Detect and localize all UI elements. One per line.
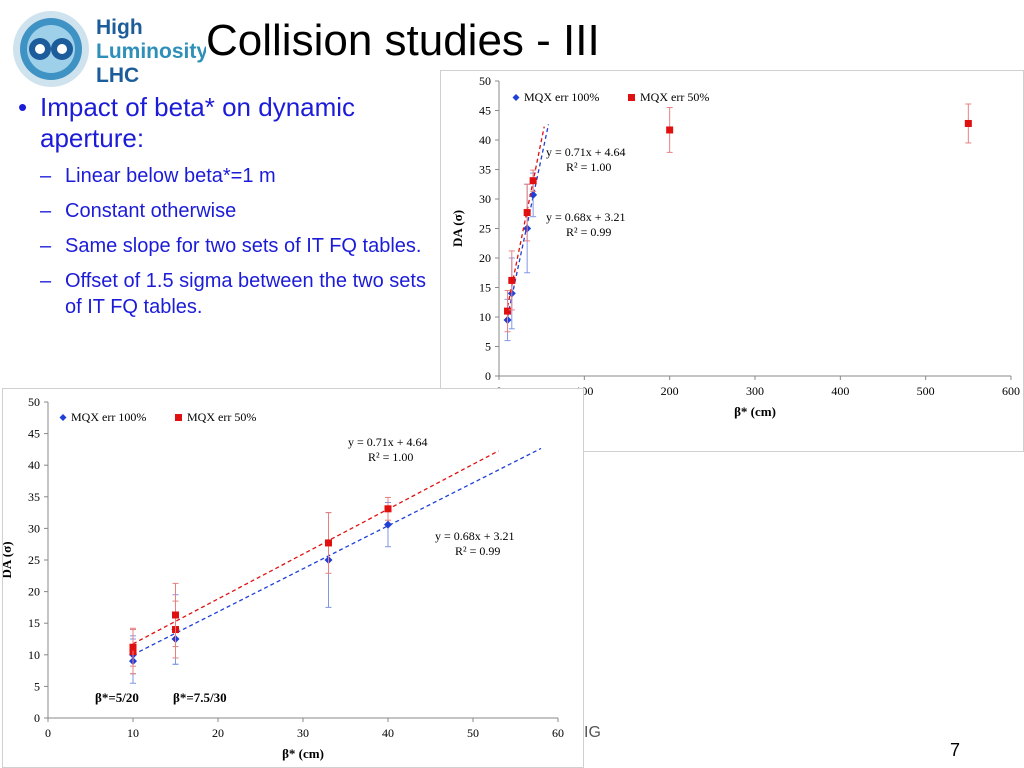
- y-tick-label: 5: [485, 340, 491, 354]
- y-tick-label: 10: [28, 648, 40, 662]
- y-tick-label: 35: [479, 163, 491, 177]
- data-point-square: [508, 276, 516, 284]
- y-tick-label: 45: [28, 427, 40, 441]
- subbullet-dash: –: [40, 165, 52, 187]
- data-point-square: [529, 177, 537, 185]
- bullet-dot: •: [18, 92, 28, 122]
- data-point-square: [129, 643, 137, 651]
- y-tick-label: 30: [28, 521, 40, 535]
- y-tick-label: 50: [479, 74, 491, 88]
- subbullet-text: Linear below beta*=1 m: [65, 165, 276, 187]
- x-tick-label: 60: [552, 726, 564, 740]
- subbullet-item: – Offset of 1.5 sigma between the two se…: [40, 268, 438, 320]
- x-tick-label: 10: [127, 726, 139, 740]
- y-tick-label: 0: [34, 711, 40, 725]
- subbullet-dash: –: [40, 200, 52, 222]
- bullet-list: • Impact of beta* on dynamic aperture: –…: [18, 92, 438, 320]
- annotation: β*=5/20: [95, 690, 139, 705]
- data-point-square: [325, 539, 332, 547]
- x-tick-label: 500: [917, 384, 935, 398]
- legend-marker-square: [175, 414, 182, 421]
- subbullet-dash: –: [40, 235, 52, 257]
- y-tick-label: 40: [479, 133, 491, 147]
- x-tick-label: 600: [1002, 384, 1020, 398]
- data-point-square: [172, 611, 179, 619]
- y-axis-title: DA (σ): [450, 210, 465, 247]
- subbullet-dash: –: [40, 270, 52, 292]
- legend-label: MQX err 100%: [71, 410, 146, 424]
- slide-title: Collision studies - III: [206, 16, 600, 65]
- legend-marker-diamond: [512, 94, 520, 101]
- footer-fragment: IG: [584, 724, 601, 741]
- subbullet-item: – Linear below beta*=1 m: [40, 163, 438, 189]
- data-point-diamond: [384, 520, 392, 529]
- trendline-blue: [506, 124, 550, 318]
- subbullet-text: Offset of 1.5 sigma between the two sets…: [65, 270, 426, 318]
- legend-marker-diamond: [59, 414, 67, 421]
- slide-number: 7: [950, 740, 961, 760]
- fit-equation: y = 0.71x + 4.64: [546, 145, 626, 159]
- fit-equation: y = 0.71x + 4.64: [348, 435, 428, 449]
- data-point-square: [964, 119, 972, 127]
- y-tick-label: 10: [479, 310, 491, 324]
- bullet-text: Impact of beta* on dynamic aperture:: [40, 92, 356, 153]
- y-tick-label: 15: [28, 616, 40, 630]
- y-tick-label: 5: [34, 679, 40, 693]
- x-axis-title: β* (cm): [734, 404, 776, 419]
- legend-marker-square: [628, 94, 635, 101]
- y-axis-title: DA (σ): [2, 541, 14, 578]
- data-point-square: [384, 505, 392, 513]
- y-tick-label: 45: [479, 104, 491, 118]
- hl-lhc-logo: High Luminosity LHC: [6, 6, 208, 92]
- x-tick-label: 400: [831, 384, 849, 398]
- logo-line3: LHC: [96, 64, 139, 87]
- y-tick-label: 30: [479, 192, 491, 206]
- x-tick-label: 200: [661, 384, 679, 398]
- legend-label: MQX err 50%: [640, 90, 709, 104]
- subbullet-text: Constant otherwise: [65, 200, 237, 222]
- x-tick-label: 0: [45, 726, 51, 740]
- x-tick-label: 50: [467, 726, 479, 740]
- fit-r2: R² = 1.00: [368, 450, 413, 464]
- trendline-red: [132, 450, 499, 645]
- x-tick-label: 40: [382, 726, 394, 740]
- data-point-square: [666, 126, 674, 134]
- y-tick-label: 35: [28, 490, 40, 504]
- fit-r2: R² = 0.99: [455, 544, 500, 558]
- subbullet-text: Same slope for two sets of IT FQ tables.: [65, 235, 422, 257]
- y-tick-label: 25: [28, 553, 40, 567]
- legend-label: MQX err 50%: [187, 410, 256, 424]
- fit-equation: y = 0.68x + 3.21: [546, 210, 626, 224]
- logo-line1: High: [96, 16, 143, 39]
- bullet-item: • Impact of beta* on dynamic aperture:: [18, 92, 438, 154]
- trendline-blue: [132, 447, 542, 656]
- y-tick-label: 20: [28, 585, 40, 599]
- y-tick-label: 40: [28, 458, 40, 472]
- y-tick-label: 20: [479, 251, 491, 265]
- x-tick-label: 300: [746, 384, 764, 398]
- chart-low-beta: 0 5 10 15 20 25 30 35 40 45 50 0 10 20 30 40 50 60 β* (cm)…: [2, 388, 584, 768]
- subbullet-item: – Same slope for two sets of IT FQ table…: [40, 233, 438, 259]
- x-axis-title: β* (cm): [282, 746, 324, 761]
- data-point-diamond: [529, 190, 538, 199]
- y-tick-label: 25: [479, 222, 491, 236]
- x-tick-label: 20: [212, 726, 224, 740]
- fit-equation: y = 0.68x + 3.21: [435, 529, 515, 543]
- trendline-red: [506, 126, 545, 307]
- fit-r2: R² = 0.99: [566, 225, 611, 239]
- fit-r2: R² = 1.00: [566, 160, 611, 174]
- logo-line2: Luminosity: [96, 40, 206, 63]
- annotation: β*=7.5/30: [173, 690, 227, 705]
- chart-low-beta-svg: 0 5 10 15 20 25 30 35 40 45 50 0 10 20 30 40 50 60 β* (cm)…: [2, 388, 584, 768]
- data-point-square: [523, 209, 531, 217]
- legend-label: MQX err 100%: [524, 90, 599, 104]
- y-tick-label: 0: [485, 369, 491, 383]
- subbullet-item: – Constant otherwise: [40, 198, 438, 224]
- x-tick-label: 30: [297, 726, 309, 740]
- data-point-square: [504, 307, 512, 315]
- y-tick-label: 50: [28, 395, 40, 409]
- y-tick-label: 15: [479, 281, 491, 295]
